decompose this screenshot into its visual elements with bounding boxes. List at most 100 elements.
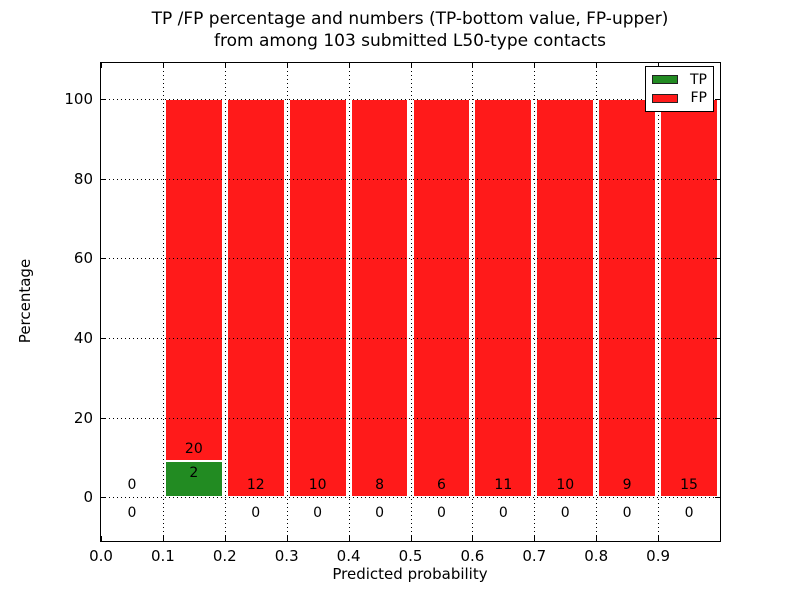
x-tick-label: 0.1 [150,547,175,565]
x-tick-mark-top [410,63,412,68]
x-tick-mark-bottom [596,536,598,541]
x-tick-mark-top [286,63,288,68]
gridline-x-0.2 [224,63,226,541]
x-tick-mark-top [658,63,660,68]
x-tick-mark-top [348,63,350,68]
chart-title: TP /FP percentage and numbers (TP-bottom… [100,8,720,52]
tp-count-label: 0 [436,505,446,522]
y-tick-label: 20 [73,408,93,427]
fp-color-swatch [652,93,678,103]
tp-count-label: 0 [251,505,261,522]
fp-count-label: 8 [375,477,385,494]
tp-count-label: 0 [622,505,632,522]
gridline-x-0.6 [472,63,474,541]
fp-count-label: 20 [184,441,203,458]
x-tick-mark-bottom [286,536,288,541]
tp-count-label: 0 [684,505,694,522]
y-tick-mark-right [715,258,720,260]
tp-count-label: 2 [189,465,199,482]
y-tick-label: 60 [73,249,93,268]
y-tick-mark-right [715,98,720,100]
x-tick-label: 0.7 [522,547,547,565]
plot-area: 0 20 40 60 80 100 0.0 0.1 0.2 0.3 0.4 0.5 0.6 0.7 0.8 0… [64,62,721,565]
y-tick-mark-left [101,98,106,100]
y-tick-label: 0 [83,488,93,507]
gridline-x-0.5 [410,63,412,541]
tp-color-swatch [652,75,678,85]
tp-count-label: 0 [375,505,385,522]
x-tick-mark-bottom [534,536,536,541]
x-tick-mark-top [472,63,474,68]
gridline-x-0.1 [162,63,164,541]
fp-count-label: 15 [680,477,698,494]
x-tick-mark-top [596,63,598,68]
bar-fp-segment [598,98,657,498]
x-tick-mark-bottom [101,536,102,541]
bar-fp-segment [288,98,347,498]
x-tick-mark-top [224,63,226,68]
tp-count-label: 0 [560,505,570,522]
legend-label-tp: TP [690,71,707,88]
tp-count-label: 0 [498,505,508,522]
gridline-x-0.8 [596,63,598,541]
y-axis-label: Percentage [16,258,34,344]
bar-fp-segment [164,98,223,461]
bar-tp-segment [164,460,223,498]
x-tick-label: 0.6 [460,547,485,565]
x-tick-mark-bottom [224,536,226,541]
bar-fp-segment [350,98,409,498]
chart-title-line-1: TP /FP percentage and numbers (TP-bottom… [151,9,669,29]
fp-count-label: 12 [246,477,265,494]
bar-fp-segment [660,98,718,498]
y-tick-mark-right [715,337,720,339]
bar-fp-segment [536,98,595,498]
tp-count-label: 0 [313,505,323,522]
fp-count-label: 11 [494,477,513,494]
x-tick-mark-top [101,63,102,68]
bar-fp-segment [226,98,285,498]
fp-count-label: 9 [622,477,632,494]
bar-fp-segment [474,98,533,498]
gridline-x-0.4 [348,63,350,541]
x-tick-mark-top [162,63,164,68]
gridline-x-0.9 [658,63,660,541]
bar-fp-segment [412,98,471,498]
x-tick-label: 0.8 [584,547,609,565]
fp-count-label: 0 [127,477,137,494]
fp-count-label: 10 [308,477,327,494]
y-tick-mark-left [101,497,106,499]
x-tick-mark-bottom [410,536,412,541]
y-tick-mark-right [715,497,720,499]
legend-entry-fp: FP [652,91,707,105]
x-tick-label: 0.2 [212,547,237,565]
y-tick-label: 40 [73,328,93,347]
y-tick-mark-left [101,337,106,339]
chart-title-line-2: from among 103 submitted L50-type contac… [214,31,606,51]
x-axis-label: Predicted probability [332,565,488,583]
y-tick-mark-left [101,417,106,419]
tp-count-label: 0 [127,505,137,522]
gridline-x-0.7 [534,63,536,541]
y-tick-mark-left [101,258,106,260]
x-tick-mark-top [534,63,536,68]
legend-entry-tp: TP [652,73,707,87]
x-tick-label: 0.9 [646,547,671,565]
x-tick-label: 0.5 [398,547,423,565]
gridline-x-0.3 [286,63,288,541]
y-tick-label: 80 [73,169,93,188]
fp-count-label: 6 [436,477,446,494]
x-tick-mark-bottom [472,536,474,541]
x-tick-label: 0.3 [274,547,299,565]
y-tick-mark-right [715,178,720,180]
legend-label-fp: FP [690,90,708,107]
x-tick-label: 0.0 [89,547,113,565]
legend: TP FP [645,66,714,112]
x-tick-mark-bottom [162,536,164,541]
x-tick-mark-bottom [658,536,660,541]
x-tick-label: 0.4 [336,547,361,565]
y-tick-label: 100 [64,89,93,108]
y-tick-mark-right [715,417,720,419]
x-tick-mark-bottom [348,536,350,541]
fp-count-label: 10 [556,477,575,494]
